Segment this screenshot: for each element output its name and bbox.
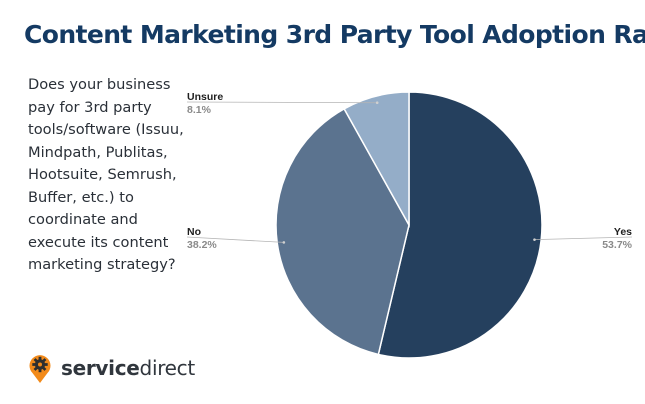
pie-slice-yes: [377, 91, 543, 359]
leader-dot-no: [282, 241, 286, 244]
chart-title: Content Marketing 3rd Party Tool Adoptio…: [24, 20, 645, 49]
slice-label-unsure: Unsure: [187, 91, 223, 103]
leader-line-no: [186, 236, 284, 243]
leader-line-yes: [534, 236, 633, 241]
slice-value-no: 38.2%: [187, 239, 217, 251]
slice-value-yes: 53.7%: [602, 239, 632, 251]
logo-wordmark-bold: service: [61, 356, 140, 380]
gear-location-pin-icon: [29, 355, 51, 383]
slice-label-no: No: [187, 226, 201, 238]
servicedirect-logo: servicedirect: [27, 351, 195, 385]
leader-line-unsure: [186, 101, 378, 104]
leader-dot-yes: [533, 238, 536, 241]
slice-value-unsure: 8.1%: [187, 104, 212, 116]
pie-slice-unsure: [343, 91, 410, 228]
survey-question: Does your business pay for 3rd party too…: [28, 76, 184, 273]
pie-slice-no: [275, 107, 410, 356]
leader-dot-unsure: [375, 101, 379, 105]
logo-wordmark-rest: direct: [139, 356, 196, 380]
slice-label-yes: Yes: [614, 226, 632, 238]
logo-wordmark: servicedirect: [61, 356, 195, 380]
